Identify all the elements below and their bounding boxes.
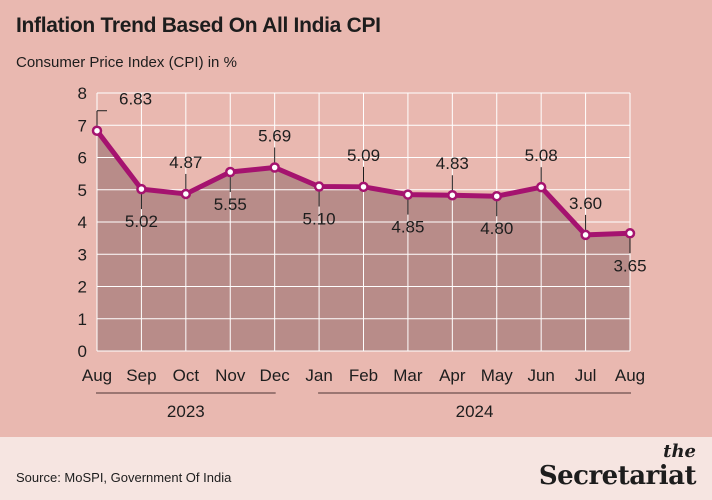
x-tick-label: Apr bbox=[439, 366, 466, 385]
data-label: 4.83 bbox=[436, 154, 469, 173]
data-point bbox=[535, 181, 547, 193]
data-label: 6.83 bbox=[119, 90, 152, 109]
x-tick-label: Feb bbox=[349, 366, 378, 385]
data-label: 5.09 bbox=[347, 146, 380, 165]
data-point bbox=[358, 181, 369, 193]
data-label: 4.80 bbox=[480, 219, 513, 238]
data-label: 4.87 bbox=[169, 153, 202, 172]
x-tick-label: Aug bbox=[615, 366, 645, 385]
x-tick-label: Mar bbox=[393, 366, 423, 385]
data-point bbox=[491, 190, 502, 202]
data-label: 5.10 bbox=[303, 210, 336, 229]
chart-subtitle: Consumer Price Index (CPI) in % bbox=[16, 54, 237, 71]
y-tick-label: 3 bbox=[78, 245, 87, 264]
data-point bbox=[624, 228, 636, 239]
data-point bbox=[447, 189, 458, 201]
x-tick-label: Jun bbox=[527, 366, 554, 385]
year-label: 2024 bbox=[456, 402, 494, 421]
data-label: 5.69 bbox=[258, 126, 291, 145]
x-tick-label: Sep bbox=[126, 366, 156, 385]
data-point bbox=[269, 162, 280, 173]
y-tick-label: 1 bbox=[78, 310, 87, 329]
brand-logo: the Secretariat bbox=[538, 441, 697, 492]
data-point bbox=[580, 229, 591, 241]
cpi-line-chart: 0 1 2 3 4 5 6 7 8 Aug Sep Oct Nov Dec Jan Feb Mar Apr May J… bbox=[78, 84, 647, 421]
data-label: 5.55 bbox=[214, 195, 247, 214]
footer: Source: MoSPI, Government Of India the S… bbox=[0, 437, 712, 500]
y-tick-label: 7 bbox=[78, 116, 87, 135]
brand-logo-name: Secretariat bbox=[538, 461, 697, 491]
data-label: 4.85 bbox=[391, 218, 424, 237]
data-label: 5.02 bbox=[125, 212, 158, 231]
data-point bbox=[91, 125, 103, 136]
x-tick-label: Jul bbox=[575, 366, 597, 385]
brand-logo-the: the bbox=[663, 441, 696, 462]
data-point bbox=[136, 183, 147, 195]
x-tick-label: Oct bbox=[173, 366, 200, 385]
x-tick-label: Dec bbox=[260, 366, 291, 385]
data-point bbox=[313, 181, 325, 192]
x-tick-label: May bbox=[481, 366, 514, 385]
y-tick-label: 4 bbox=[78, 213, 87, 232]
data-point bbox=[402, 189, 414, 200]
year-label: 2023 bbox=[167, 402, 205, 421]
y-tick-label: 2 bbox=[78, 278, 87, 297]
data-label: 5.08 bbox=[525, 146, 558, 165]
y-tick-label: 8 bbox=[78, 84, 87, 103]
y-tick-label: 0 bbox=[78, 342, 87, 361]
source-note: Source: MoSPI, Government Of India bbox=[16, 470, 232, 485]
data-point bbox=[225, 166, 236, 178]
data-label: 3.60 bbox=[569, 194, 602, 213]
x-tick-label: Nov bbox=[215, 366, 246, 385]
data-point bbox=[180, 188, 192, 200]
data-label: 3.65 bbox=[613, 256, 646, 275]
x-tick-label: Aug bbox=[82, 366, 112, 385]
y-tick-label: 5 bbox=[78, 181, 87, 200]
y-tick-label: 6 bbox=[78, 149, 87, 168]
chart-title: Inflation Trend Based On All India CPI bbox=[16, 14, 381, 37]
x-tick-label: Jan bbox=[305, 366, 332, 385]
